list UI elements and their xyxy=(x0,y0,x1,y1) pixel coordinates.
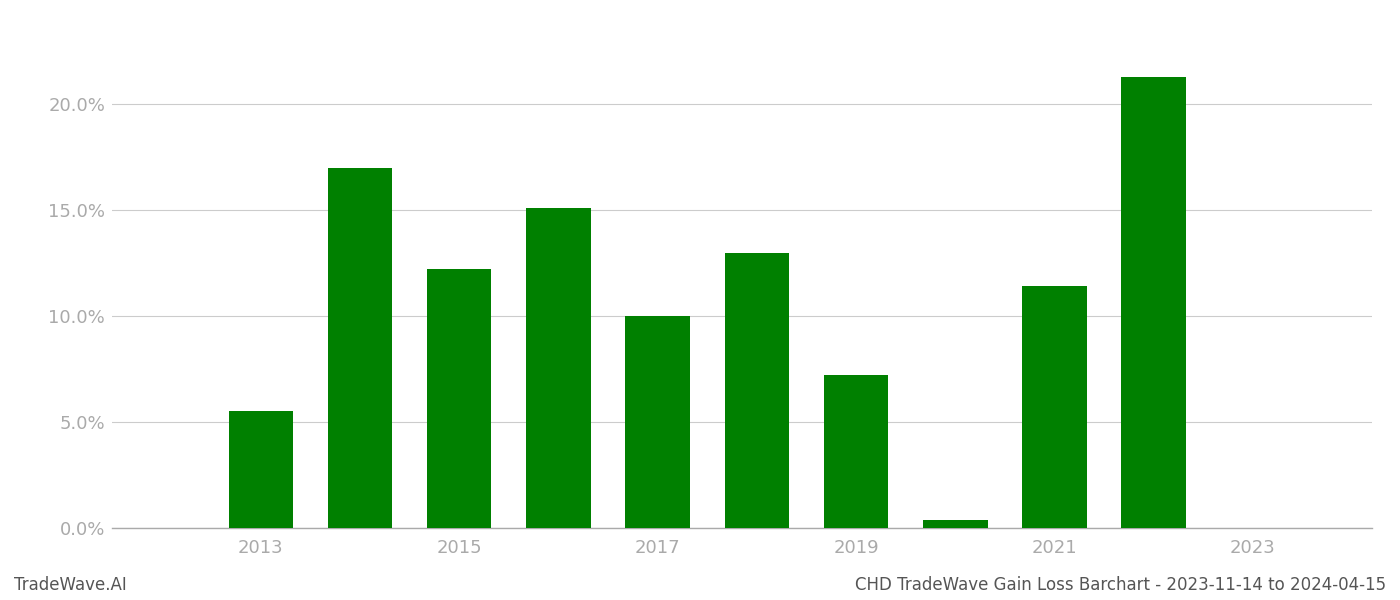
Bar xyxy=(427,269,491,528)
Bar xyxy=(1121,77,1186,528)
Bar xyxy=(526,208,591,528)
Bar xyxy=(725,253,790,528)
Bar xyxy=(1022,286,1086,528)
Text: TradeWave.AI: TradeWave.AI xyxy=(14,576,127,594)
Bar xyxy=(823,376,889,528)
Bar xyxy=(626,316,690,528)
Text: CHD TradeWave Gain Loss Barchart - 2023-11-14 to 2024-04-15: CHD TradeWave Gain Loss Barchart - 2023-… xyxy=(855,576,1386,594)
Bar xyxy=(923,520,987,528)
Bar xyxy=(228,412,293,528)
Bar xyxy=(328,168,392,528)
